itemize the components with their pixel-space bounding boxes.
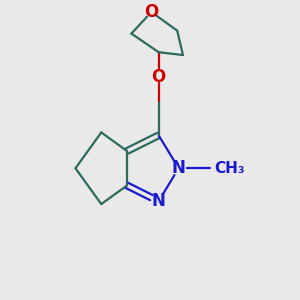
Text: N: N xyxy=(152,192,166,210)
Text: N: N xyxy=(172,159,186,177)
Text: O: O xyxy=(152,68,166,85)
Text: CH₃: CH₃ xyxy=(214,161,245,176)
Text: O: O xyxy=(144,3,159,21)
